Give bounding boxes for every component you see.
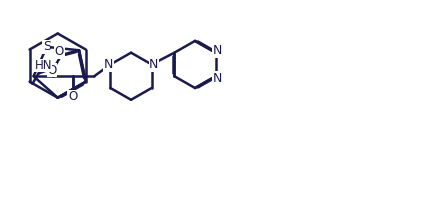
Text: N: N (213, 44, 222, 57)
Text: O: O (47, 63, 56, 76)
Text: S: S (43, 40, 51, 53)
Text: O: O (68, 90, 77, 103)
Text: N: N (213, 72, 222, 85)
Text: HN: HN (34, 59, 52, 72)
Text: N: N (149, 58, 159, 71)
Text: N: N (103, 58, 113, 71)
Text: O: O (55, 45, 64, 58)
